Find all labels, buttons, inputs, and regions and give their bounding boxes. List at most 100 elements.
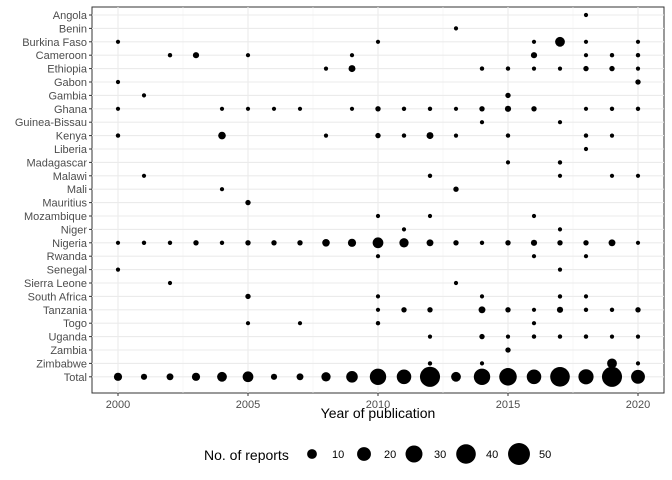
point-burkina-faso-2010	[375, 39, 381, 44]
point-cameroon-2019	[609, 53, 615, 58]
point-ghana-2010	[375, 106, 381, 112]
point-cameroon-2002	[167, 53, 173, 58]
point-ghana-2005	[245, 106, 251, 111]
point-nigeria-2005	[245, 240, 251, 246]
point-ghana-2009	[349, 106, 355, 111]
point-senegal-2017	[557, 267, 563, 272]
point-uganda-2016	[531, 334, 537, 339]
point-sierra-leone-2002	[167, 280, 173, 286]
y-tick-label-gabon: Gabon	[54, 77, 87, 89]
point-south-africa-2010	[375, 294, 381, 299]
legend-key-30	[405, 445, 423, 463]
point-ethiopia-2009	[348, 65, 356, 73]
legend-key-50	[508, 443, 530, 465]
point-kenya-2012	[426, 132, 434, 140]
point-mali-2013	[453, 186, 459, 192]
point-mozambique-2016	[531, 213, 537, 219]
point-uganda-2014	[479, 333, 485, 340]
point-total-2005	[242, 371, 254, 383]
point-ghana-2019	[609, 106, 615, 111]
point-cameroon-2016	[530, 52, 538, 59]
data-points	[113, 12, 645, 387]
point-ethiopia-2020	[635, 66, 641, 71]
point-ghana-2013	[453, 106, 459, 111]
point-south-africa-2005	[245, 293, 251, 300]
x-tick-label-2015: 2015	[496, 399, 520, 411]
point-malawi-2020	[635, 173, 641, 178]
y-tick-label-zambia: Zambia	[50, 345, 88, 357]
legend: No. of reports 10 20 30 40 50	[204, 443, 551, 465]
point-uganda-2020	[635, 334, 641, 339]
y-tick-label-malawi: Malawi	[53, 171, 87, 183]
point-nigeria-2018	[583, 240, 589, 246]
point-nigeria-2009	[347, 238, 357, 247]
point-tanzania-2018	[583, 307, 589, 312]
point-zimbabwe-2014	[479, 361, 485, 366]
point-mali-2004	[219, 187, 225, 192]
point-gabon-2020	[635, 79, 641, 85]
legend-title: No. of reports	[204, 447, 289, 463]
point-tanzania-2011	[401, 307, 407, 313]
point-total-2009	[346, 371, 358, 383]
point-south-africa-2014	[479, 294, 485, 299]
point-togo-2010	[375, 321, 381, 326]
point-ethiopia-2019	[609, 65, 615, 72]
point-rwanda-2016	[531, 254, 537, 259]
point-madagascar-2017	[557, 160, 563, 165]
point-nigeria-2010	[372, 237, 384, 249]
point-tanzania-2014	[478, 306, 486, 314]
point-burkina-faso-2017	[555, 36, 565, 47]
point-nigeria-2000	[115, 240, 121, 245]
point-malawi-2019	[609, 173, 615, 178]
point-ghana-2007	[297, 106, 303, 111]
point-cameroon-2003	[192, 52, 200, 59]
point-uganda-2019	[609, 334, 615, 339]
point-nigeria-2003	[193, 240, 199, 246]
point-cameroon-2020	[635, 53, 641, 58]
point-zambia-2015	[505, 347, 511, 353]
point-ghana-2020	[635, 106, 641, 111]
point-niger-2011	[401, 227, 407, 232]
y-tick-label-nigeria: Nigeria	[52, 238, 88, 250]
point-total-2001	[140, 373, 148, 380]
point-ghana-2014	[479, 106, 485, 112]
x-tick-label-2005: 2005	[236, 399, 260, 411]
point-nigeria-2004	[219, 240, 225, 245]
point-malawi-2012	[427, 173, 433, 178]
point-ghana-2015	[504, 105, 512, 112]
point-tanzania-2020	[635, 307, 641, 313]
y-tick-label-burkina-faso: Burkina Faso	[22, 37, 87, 49]
point-total-2010	[369, 368, 387, 386]
point-tanzania-2016	[531, 307, 537, 312]
point-nigeria-2015	[505, 240, 511, 246]
point-total-2014	[473, 368, 491, 386]
point-ethiopia-2014	[479, 66, 485, 71]
point-cameroon-2005	[245, 53, 251, 58]
point-nigeria-2006	[271, 240, 277, 246]
point-gabon-2000	[115, 79, 121, 85]
point-malawi-2001	[141, 173, 147, 178]
legend-label-30: 30	[434, 449, 446, 461]
x-axis: 2000 2005 2010 2015 2020	[106, 393, 650, 411]
point-nigeria-2002	[167, 240, 173, 245]
point-cameroon-2009	[349, 53, 355, 58]
point-zimbabwe-2020	[635, 361, 641, 366]
point-total-2008	[321, 372, 331, 382]
point-niger-2017	[557, 227, 563, 232]
point-south-africa-2017	[557, 294, 563, 299]
point-tanzania-2015	[505, 307, 511, 313]
point-zimbabwe-2019	[607, 358, 617, 369]
point-kenya-2004	[218, 131, 226, 140]
legend-label-10: 10	[332, 449, 344, 461]
point-ethiopia-2015	[505, 66, 511, 71]
point-mauritius-2005	[245, 199, 251, 206]
y-tick-label-niger: Niger	[61, 224, 88, 236]
point-uganda-2018	[583, 334, 589, 339]
point-total-2016	[526, 369, 542, 385]
point-mozambique-2012	[427, 213, 433, 219]
point-uganda-2015	[505, 334, 511, 339]
point-ethiopia-2008	[323, 66, 329, 71]
y-tick-label-total: Total	[64, 372, 87, 384]
